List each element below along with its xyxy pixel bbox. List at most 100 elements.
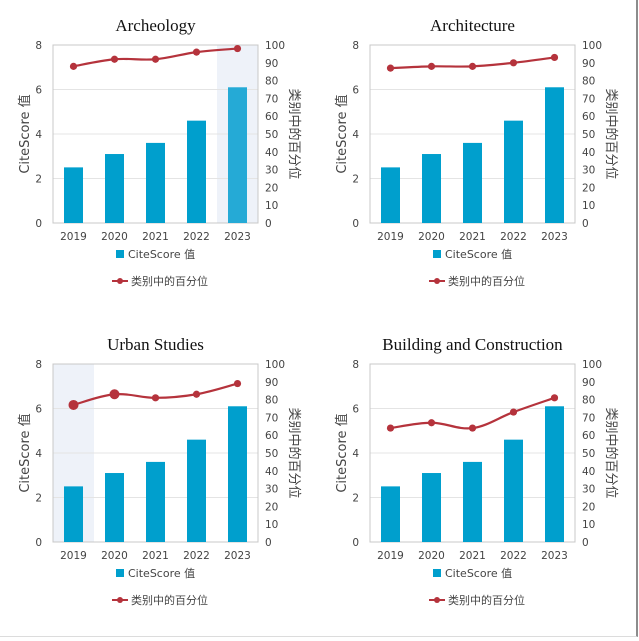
bar: [187, 439, 206, 542]
y2-tick-label: 100: [265, 40, 285, 52]
y-tick-label: 8: [35, 40, 42, 52]
bar: [146, 142, 165, 223]
y2-tick-label: 30: [265, 484, 278, 496]
line-point: [233, 44, 242, 53]
y-tick-label: 4: [35, 448, 42, 460]
y2-tick-label: 50: [582, 129, 595, 141]
chart-title: Architecture: [430, 16, 515, 35]
y2-tick-label: 60: [582, 430, 595, 442]
y2-tick-label: 60: [265, 111, 278, 123]
line-point: [109, 389, 120, 400]
legend-line-marker: [117, 278, 123, 284]
legend-line-marker: [434, 278, 440, 284]
x-tick-label: 2022: [183, 550, 210, 562]
chart-panel: Building and Construction024680102030405…: [334, 335, 619, 607]
y2-tick-label: 90: [265, 377, 278, 389]
x-tick-label: 2023: [224, 550, 251, 562]
x-tick-label: 2020: [101, 550, 128, 562]
y2-tick-label: 70: [265, 93, 278, 105]
y2-tick-label: 80: [265, 395, 278, 407]
y2-tick-label: 50: [582, 448, 595, 460]
y2-tick-label: 80: [582, 76, 595, 88]
line-point: [509, 59, 518, 67]
line-point: [151, 394, 160, 402]
y2-tick-label: 50: [265, 129, 278, 141]
chart-title: Archeology: [115, 16, 196, 35]
x-tick-label: 2022: [500, 231, 527, 243]
y-tick-label: 8: [352, 40, 359, 52]
y-tick-label: 2: [35, 493, 42, 505]
y2-axis-label: 类别中的百分位: [286, 407, 302, 498]
y2-tick-label: 30: [582, 165, 595, 177]
y2-tick-label: 80: [265, 76, 278, 88]
line-point: [386, 424, 395, 432]
percentile-line: [390, 396, 555, 430]
y2-tick-label: 30: [265, 165, 278, 177]
y2-tick-label: 40: [265, 466, 278, 478]
bar: [64, 486, 83, 542]
y-tick-label: 8: [352, 359, 359, 371]
bar: [504, 439, 523, 542]
legend-bar-swatch: [433, 250, 441, 258]
x-tick-label: 2019: [60, 231, 87, 243]
y2-tick-label: 0: [265, 218, 272, 230]
y-tick-label: 0: [35, 537, 42, 549]
chart-panel: Urban Studies024680102030405060708090100…: [17, 335, 302, 607]
line-point: [151, 55, 160, 63]
x-tick-label: 2020: [418, 550, 445, 562]
line-point: [468, 62, 477, 70]
line-point: [233, 379, 242, 388]
line-point: [386, 64, 395, 72]
legend-line-label: 类别中的百分位: [448, 274, 525, 288]
y2-tick-label: 100: [582, 359, 602, 371]
y2-tick-label: 10: [582, 519, 595, 531]
line-point: [427, 419, 436, 427]
y2-tick-label: 30: [582, 484, 595, 496]
y-tick-label: 4: [352, 448, 359, 460]
y-axis-label: CiteScore 值: [334, 94, 350, 173]
legend-bar-label: CiteScore 值: [445, 567, 512, 580]
line-point: [110, 55, 119, 63]
line-point: [509, 408, 518, 416]
x-tick-label: 2020: [101, 231, 128, 243]
y-tick-label: 6: [35, 85, 42, 97]
y-tick-label: 4: [352, 129, 359, 141]
y-tick-label: 6: [352, 404, 359, 416]
bar: [146, 461, 165, 542]
y-tick-label: 4: [35, 129, 42, 141]
legend-line-marker: [117, 597, 123, 603]
x-tick-label: 2019: [377, 550, 404, 562]
y-tick-label: 0: [352, 218, 359, 230]
legend-bar-label: CiteScore 值: [128, 567, 195, 580]
y-tick-label: 0: [352, 537, 359, 549]
y-tick-label: 2: [35, 174, 42, 186]
line-point: [427, 62, 436, 70]
legend-bar-label: CiteScore 值: [445, 248, 512, 261]
legend-bar-swatch: [116, 250, 124, 258]
chart-title: Urban Studies: [107, 335, 204, 354]
line-point: [192, 390, 201, 398]
y2-axis-label: 类别中的百分位: [603, 407, 619, 498]
line-point: [69, 62, 78, 70]
bar: [545, 87, 564, 224]
y-axis-label: CiteScore 值: [334, 413, 350, 492]
y2-tick-label: 70: [265, 412, 278, 424]
y2-tick-label: 10: [265, 519, 278, 531]
legend-line-label: 类别中的百分位: [131, 593, 208, 607]
bar: [381, 486, 400, 542]
line-point: [68, 399, 79, 410]
legend-line-marker: [434, 597, 440, 603]
y2-tick-label: 20: [582, 501, 595, 513]
x-tick-label: 2022: [500, 550, 527, 562]
chart-title: Building and Construction: [382, 335, 563, 354]
y2-tick-label: 60: [582, 111, 595, 123]
bar: [504, 120, 523, 223]
x-tick-label: 2021: [142, 550, 169, 562]
y-tick-label: 2: [352, 493, 359, 505]
y-tick-label: 6: [352, 85, 359, 97]
y2-tick-label: 40: [582, 466, 595, 478]
bar: [463, 142, 482, 223]
y2-tick-label: 70: [582, 93, 595, 105]
